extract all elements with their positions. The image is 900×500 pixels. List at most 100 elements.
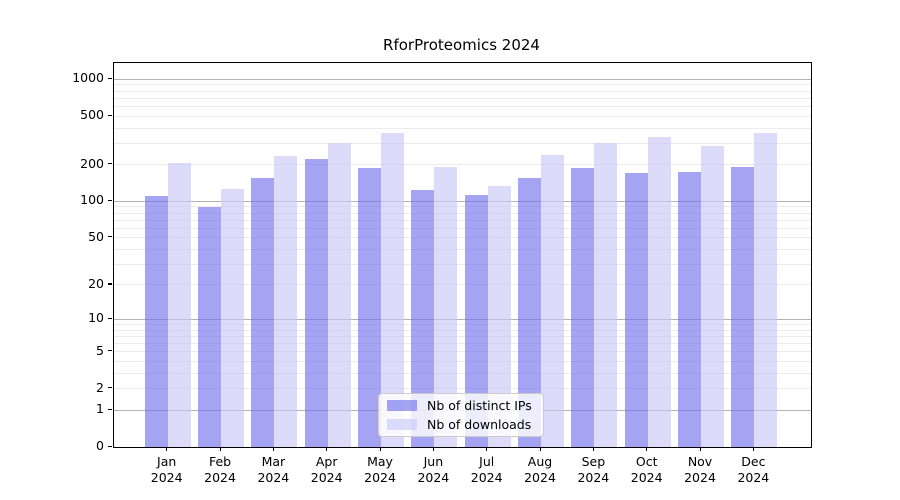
minor-gridline [114,237,811,239]
x-axis-tick [699,447,701,451]
minor-gridline [114,84,811,86]
minor-gridline [114,388,811,390]
minor-gridline [114,219,811,221]
bar-downloads-feb [221,189,245,447]
minor-gridline [114,142,811,144]
y-axis-tick [108,408,112,410]
y-axis-tick-label: 1000 [72,70,104,86]
bar-downloads-may [381,133,405,447]
minor-gridline [114,164,811,166]
y-axis-tick [108,199,112,202]
minor-gridline [114,263,811,265]
bar-downloads-apr [327,143,351,447]
minor-gridline [114,97,811,99]
x-axis-tick-label: Dec 2024 [737,454,770,485]
bar-distinct-ips-jul [464,194,488,447]
bar-distinct-ips-sep [571,168,595,447]
bar-downloads-jan [167,163,191,447]
x-axis-tick-label: Mar 2024 [257,454,290,485]
x-axis-tick [592,447,595,451]
minor-gridline [114,127,811,129]
major-gridline [114,318,811,320]
minor-gridline [114,227,811,229]
y-axis-tick [108,163,112,165]
x-axis-tick [272,447,275,451]
x-axis-tick [326,447,328,451]
y-axis-tick [108,77,112,80]
x-axis-tick-label: Oct 2024 [630,454,663,485]
x-axis-tick-label: Apr 2024 [310,454,343,485]
minor-gridline [114,329,811,331]
legend-label-distinct-ips: Nb of distinct IPs [427,398,532,413]
y-axis-tick [108,445,112,447]
minor-gridline [114,372,811,374]
y-axis-tick [108,387,112,389]
legend-item-distinct-ips: Nb of distinct IPs [387,398,535,413]
y-axis-tick-label: 1 [96,401,104,417]
y-axis-tick-label: 500 [80,107,104,123]
y-axis-tick-label: 20 [88,275,104,291]
x-axis-tick [432,447,435,451]
bar-downloads-jul [487,185,511,447]
minor-gridline [114,115,811,117]
legend-swatch-distinct-ips-icon [387,400,417,411]
x-axis-tick-label: Feb 2024 [204,454,236,485]
major-gridline [114,78,811,80]
x-axis-tick-label: Jun 2024 [417,454,450,485]
minor-gridline [114,360,811,362]
legend-swatch-downloads-icon [387,419,417,430]
x-axis-tick-label: May 2024 [364,454,396,485]
x-axis-tick-label: Jan 2024 [150,454,183,485]
bar-downloads-aug [541,155,565,447]
bar-distinct-ips-feb [198,206,222,447]
x-axis-tick [752,447,755,451]
minor-gridline [114,105,811,107]
minor-gridline [114,206,811,208]
y-axis-tick-label: 0 [96,438,104,453]
bar-distinct-ips-jan [144,196,168,447]
bar-distinct-ips-nov [678,171,702,447]
bar-distinct-ips-mar [251,178,275,447]
y-axis-tick-label: 2 [96,379,104,395]
bar-distinct-ips-may [358,168,382,447]
bar-distinct-ips-apr [304,159,328,447]
bar-distinct-ips-jun [411,189,435,447]
bar-downloads-mar [274,156,298,447]
minor-gridline [114,335,811,337]
y-axis-tick [108,317,112,320]
legend-label-downloads: Nb of downloads [427,417,532,432]
chart-title: RforProteomics 2024 [383,36,540,54]
bar-distinct-ips-dec [731,167,755,447]
y-axis-tick [108,236,112,238]
x-axis-tick [379,447,381,451]
minor-gridline [114,351,811,353]
legend-item-downloads: Nb of downloads [387,417,535,432]
bar-downloads-nov [701,146,725,447]
x-axis-tick [166,447,168,451]
y-axis-tick-label: 50 [88,228,104,244]
x-axis-tick-label: Nov 2024 [684,454,716,485]
y-axis-tick [108,350,112,352]
x-axis-tick [219,447,221,451]
x-axis-tick-label: Jul 2024 [470,454,503,485]
x-axis-tick [539,447,541,451]
bar-downloads-oct [647,136,671,447]
bar-downloads-sep [594,143,618,447]
legend: Nb of distinct IPs Nb of downloads [378,393,544,437]
x-axis-tick [646,447,648,451]
y-axis-tick-label: 200 [80,155,104,171]
minor-gridline [114,248,811,250]
minor-gridline [114,90,811,92]
y-axis-tick-label: 10 [88,310,104,326]
bar-downloads-dec [754,133,778,447]
y-axis-tick-label: 5 [96,342,104,358]
y-axis-tick [108,114,112,116]
minor-gridline [114,284,811,286]
plot-area [113,62,812,448]
y-axis-tick-label: 100 [80,192,104,208]
bar-downloads-jun [434,166,458,447]
x-axis-tick-label: Sep 2024 [577,454,610,485]
major-gridline [114,200,811,202]
minor-gridline [114,323,811,325]
